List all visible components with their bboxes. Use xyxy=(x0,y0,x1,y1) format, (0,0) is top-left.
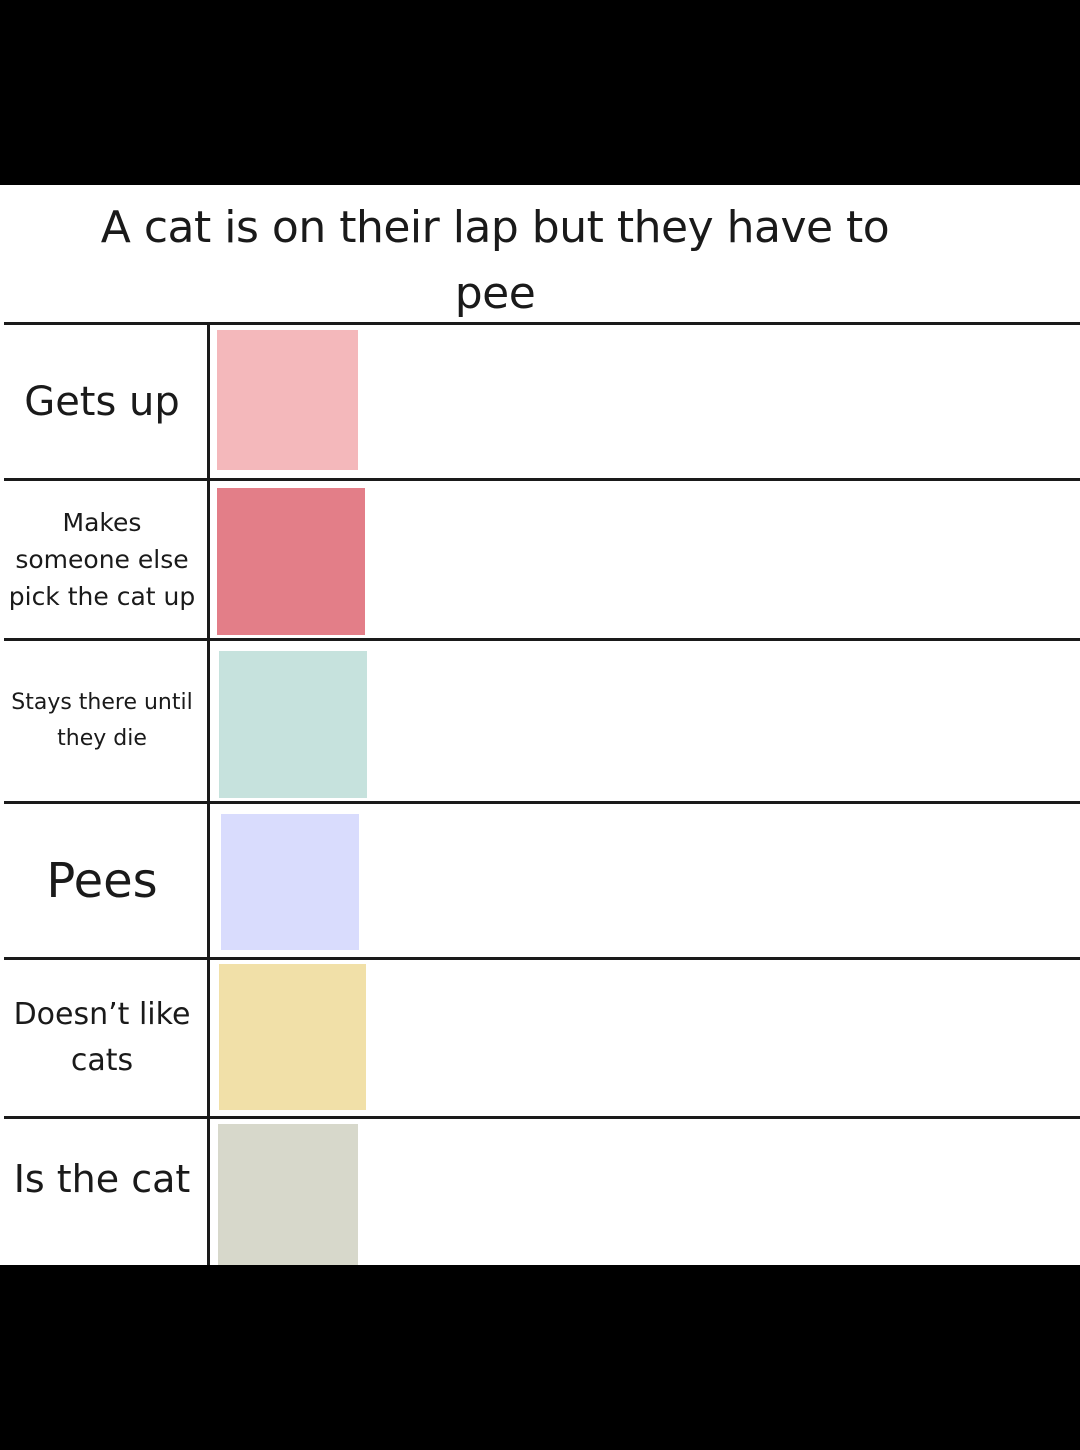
chart-title: A cat is on their lap but they have to p… xyxy=(100,202,890,319)
column-divider xyxy=(207,323,210,1265)
row-label-stays-there: Stays there until they die xyxy=(0,641,204,801)
chart-frame: A cat is on their lap but they have to p… xyxy=(0,185,1080,1265)
row-label-text: Makes someone else pick the cat up xyxy=(8,508,196,611)
color-swatch-gets-up xyxy=(217,330,358,470)
row-label-makes-someone-else: Makes someone else pick the cat up xyxy=(0,481,204,638)
row-divider xyxy=(4,957,1080,960)
row-divider xyxy=(4,801,1080,804)
row-label-text: Doesn’t like cats xyxy=(13,997,191,1078)
color-swatch-doesnt-like-cats xyxy=(219,964,366,1110)
color-swatch-makes-someone-else xyxy=(217,488,365,635)
row-label-gets-up: Gets up xyxy=(0,325,204,478)
row-divider xyxy=(4,478,1080,481)
color-swatch-stays-there xyxy=(219,651,367,798)
row-label-is-the-cat: Is the cat xyxy=(0,1119,204,1239)
row-label-text: Pees xyxy=(46,852,158,909)
row-label-text: Is the cat xyxy=(13,1157,191,1201)
row-label-pees: Pees xyxy=(0,804,204,957)
row-label-doesnt-like-cats: Doesn’t like cats xyxy=(0,960,204,1116)
row-divider xyxy=(4,322,1080,325)
row-label-text: Stays there until they die xyxy=(11,690,193,751)
row-divider xyxy=(4,1116,1080,1119)
color-swatch-pees xyxy=(221,814,359,950)
color-swatch-is-the-cat xyxy=(218,1124,358,1265)
row-divider xyxy=(4,638,1080,641)
row-label-text: Gets up xyxy=(24,378,180,425)
